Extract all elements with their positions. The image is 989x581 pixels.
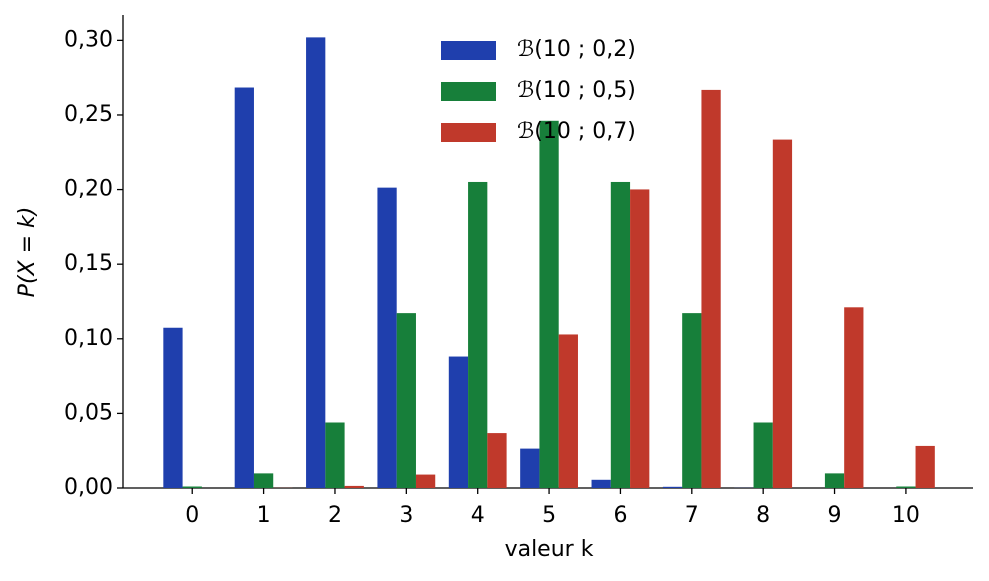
bar — [163, 327, 183, 488]
bar — [487, 433, 507, 488]
bar — [234, 87, 254, 488]
x-axis-label: valeur k — [505, 537, 594, 562]
legend-label: ℬ(10 ; 0,2) — [517, 37, 636, 62]
bar — [377, 187, 397, 488]
x-tick-label: 1 — [257, 503, 271, 528]
legend-swatch — [441, 41, 496, 60]
bar — [753, 422, 773, 488]
bar — [306, 37, 326, 488]
x-tick-label: 3 — [399, 503, 413, 528]
bar — [325, 422, 345, 488]
bar — [630, 189, 650, 488]
bar — [415, 474, 436, 488]
x-tick-label: 6 — [613, 503, 627, 528]
x-tick-label: 9 — [828, 503, 842, 528]
bar — [344, 485, 364, 488]
x-tick-label: 7 — [685, 503, 699, 528]
legend-label: ℬ(10 ; 0,7) — [517, 119, 636, 144]
y-tick-label: 0,20 — [64, 177, 113, 202]
bar — [396, 313, 416, 488]
x-tick-label: 5 — [542, 503, 556, 528]
x-tick-label: 8 — [756, 503, 770, 528]
bar — [701, 89, 721, 488]
y-tick-label: 0,05 — [64, 400, 113, 425]
bar — [539, 120, 559, 488]
bar — [662, 486, 683, 488]
y-tick-label: 0,30 — [64, 27, 113, 52]
bar — [591, 479, 611, 488]
bar — [915, 445, 935, 488]
bar — [896, 486, 916, 488]
x-tick-label: 2 — [328, 503, 342, 528]
bar — [520, 448, 540, 488]
bar — [448, 356, 469, 488]
legend-swatch — [441, 82, 496, 101]
y-tick-label: 0,25 — [64, 102, 113, 127]
bar — [682, 313, 702, 488]
x-tick-label: 0 — [185, 503, 199, 528]
y-tick-label: 0,00 — [64, 475, 113, 500]
bar — [558, 334, 578, 488]
bar — [182, 486, 202, 488]
bar — [468, 181, 488, 488]
y-axis-label: P(X = k) — [15, 207, 40, 298]
bar — [844, 307, 864, 488]
legend-label: ℬ(10 ; 0,5) — [517, 78, 636, 103]
bar — [772, 139, 793, 488]
bar — [824, 473, 845, 488]
x-tick-label: 10 — [892, 503, 920, 528]
y-tick-label: 0,10 — [64, 326, 113, 351]
y-tick-label: 0,15 — [64, 251, 113, 276]
bar — [253, 473, 274, 488]
x-tick-label: 4 — [471, 503, 485, 528]
legend-swatch — [441, 123, 496, 142]
bar — [610, 181, 631, 488]
